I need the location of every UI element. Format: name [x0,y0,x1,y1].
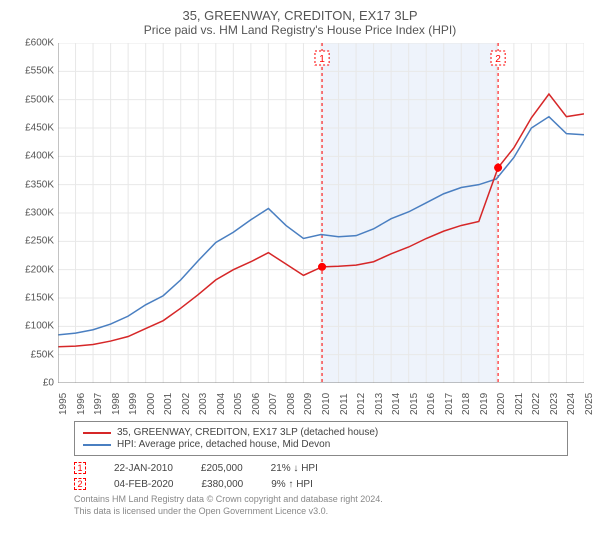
event-marker-icon: 1 [74,462,86,474]
x-tick-label: 2002 [181,393,187,415]
legend-item-hpi: HPI: Average price, detached house, Mid … [83,439,559,450]
x-tick-label: 2019 [479,393,485,415]
x-tick-label: 1998 [111,393,117,415]
event-delta: 9% ↑ HPI [271,479,313,490]
x-tick-label: 2015 [409,393,415,415]
y-tick-label: £450K [25,123,54,134]
x-tick-label: 2007 [268,393,274,415]
x-tick-label: 2001 [163,393,169,415]
x-tick-label: 2010 [321,393,327,415]
x-tick-label: 2018 [461,393,467,415]
y-tick-label: £350K [25,179,54,190]
event-row: 1 22-JAN-2010 £205,000 21% ↓ HPI [74,462,568,474]
x-axis: 1995 1996 1997 1998 1999 2000 2001 2002 2003 2004… [58,385,584,421]
chart-title: 35, GREENWAY, CREDITON, EX17 3LP [16,8,584,23]
event-marker-icon: 2 [74,478,86,490]
y-tick-label: £0 [43,378,54,389]
event-date: 04-FEB-2020 [114,479,173,490]
x-tick-label: 2003 [198,393,204,415]
svg-text:2: 2 [495,54,501,65]
y-tick-label: £50K [31,349,54,360]
x-tick-label: 2023 [549,393,555,415]
x-tick-label: 1995 [58,393,64,415]
footer-attribution: Contains HM Land Registry data © Crown c… [74,494,568,517]
legend-label: 35, GREENWAY, CREDITON, EX17 3LP (detach… [117,427,378,438]
x-tick-label: 2016 [426,393,432,415]
x-tick-label: 2012 [356,393,362,415]
chart-canvas: 12 [58,43,584,383]
footer-line: Contains HM Land Registry data © Crown c… [74,494,568,506]
event-price: £380,000 [201,479,243,490]
x-tick-label: 2021 [514,393,520,415]
y-axis: £0£50K£100K£150K£200K£250K£300K£350K£400… [16,43,56,383]
x-tick-label: 2009 [303,393,309,415]
y-tick-label: £250K [25,236,54,247]
plot-area: £0£50K£100K£150K£200K£250K£300K£350K£400… [58,43,584,383]
x-tick-label: 2004 [216,393,222,415]
swatch-icon [83,432,111,434]
x-tick-label: 2013 [374,393,380,415]
x-tick-label: 2008 [286,393,292,415]
x-tick-label: 2017 [444,393,450,415]
swatch-icon [83,444,111,446]
x-tick-label: 2024 [566,393,572,415]
x-tick-label: 2025 [584,393,590,415]
x-tick-label: 2000 [146,393,152,415]
x-tick-label: 2006 [251,393,257,415]
svg-text:1: 1 [319,54,325,65]
y-tick-label: £150K [25,293,54,304]
chart-subtitle: Price paid vs. HM Land Registry's House … [16,23,584,37]
x-tick-label: 1999 [128,393,134,415]
x-tick-label: 2005 [233,393,239,415]
x-tick-label: 2020 [496,393,502,415]
y-tick-label: £550K [25,66,54,77]
y-tick-label: £400K [25,151,54,162]
event-row: 2 04-FEB-2020 £380,000 9% ↑ HPI [74,478,568,490]
event-price: £205,000 [201,463,243,474]
x-tick-label: 1996 [76,393,82,415]
legend-label: HPI: Average price, detached house, Mid … [117,439,330,450]
event-date: 22-JAN-2010 [114,463,173,474]
legend: 35, GREENWAY, CREDITON, EX17 3LP (detach… [74,421,568,456]
x-tick-label: 1997 [93,393,99,415]
y-tick-label: £300K [25,208,54,219]
footer-line: This data is licensed under the Open Gov… [74,506,568,518]
y-tick-label: £600K [25,38,54,49]
event-list: 1 22-JAN-2010 £205,000 21% ↓ HPI 2 04-FE… [74,462,568,490]
x-tick-label: 2014 [391,393,397,415]
y-tick-label: £100K [25,321,54,332]
y-tick-label: £200K [25,264,54,275]
event-delta: 21% ↓ HPI [271,463,318,474]
y-tick-label: £500K [25,94,54,105]
legend-item-property: 35, GREENWAY, CREDITON, EX17 3LP (detach… [83,427,559,438]
x-tick-label: 2022 [531,393,537,415]
x-tick-label: 2011 [339,393,345,415]
